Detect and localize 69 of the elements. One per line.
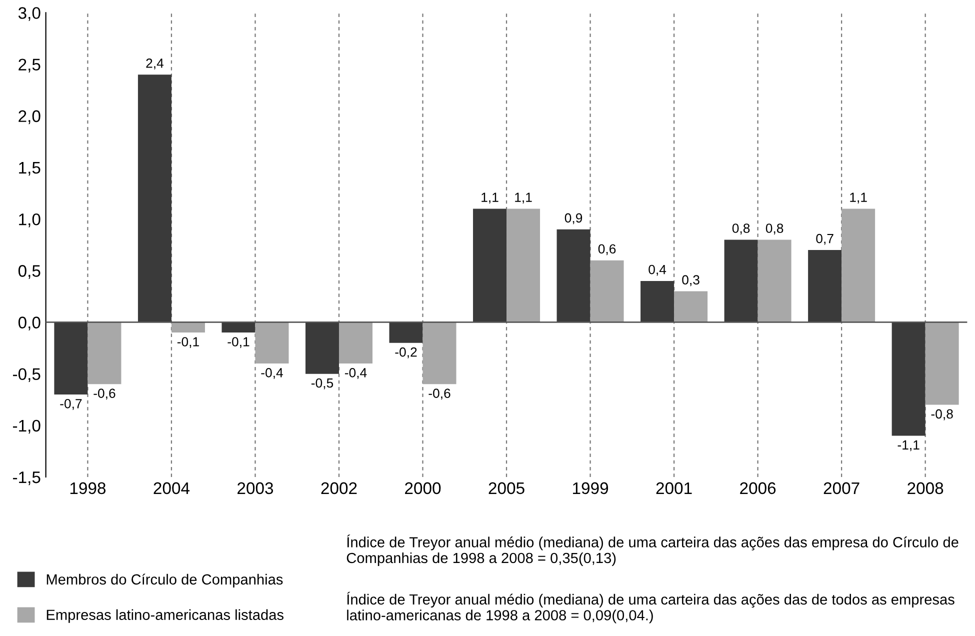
x-tick-label: 2004 xyxy=(154,482,190,494)
bar xyxy=(556,229,590,322)
data-label: 0,7 xyxy=(816,234,834,245)
data-label: 1,1 xyxy=(482,192,498,204)
x-tick-label: 1998 xyxy=(70,482,106,494)
data-label: 0,8 xyxy=(732,224,750,234)
x-tick-label: 2003 xyxy=(238,482,274,494)
text: Índice de Treyor anual médio (mediana) de uma carteira das ações das empresa do Círculo de Companhias de 1998 a 2008 = 0,35(0,13) xyxy=(346,534,958,566)
data-label: -0,1 xyxy=(228,337,250,348)
bar xyxy=(842,208,876,322)
bar xyxy=(674,291,708,322)
y-tick-label: -0,5 xyxy=(12,368,40,382)
data-label: -0,2 xyxy=(395,347,417,358)
bar xyxy=(54,322,88,394)
y-tick-label: 0,0 xyxy=(18,316,40,330)
y-tick-label: 0,5 xyxy=(18,265,40,279)
bar xyxy=(88,322,122,384)
bar xyxy=(389,322,423,343)
bar xyxy=(758,240,792,322)
data-label: -0,6 xyxy=(428,388,450,400)
x-tick-label: 2005 xyxy=(488,482,524,494)
text: Índice de Treyor anual médio (mediana) de uma carteira das ações das de todos as empresas latino-americanas de 1998 a 2008 = 0,09(0,04.) xyxy=(347,592,954,624)
x-tick-label: 2008 xyxy=(908,482,944,494)
bar xyxy=(255,322,289,364)
y-tick-label: 1,0 xyxy=(19,213,40,228)
bar xyxy=(422,322,456,384)
bar xyxy=(138,74,172,322)
x-tick-label: 2002 xyxy=(321,482,357,494)
legend-label: Membros do Círculo de Companhias xyxy=(46,574,283,588)
bar xyxy=(506,208,540,322)
bar xyxy=(222,322,256,333)
x-tick-label: 2000 xyxy=(405,482,441,494)
data-label: -0,4 xyxy=(344,368,367,379)
data-label: -0,6 xyxy=(94,388,116,400)
data-label: 1,1 xyxy=(850,192,867,204)
data-label: 0,8 xyxy=(766,224,784,234)
data-label: -0,8 xyxy=(931,409,953,420)
y-tick-label: -1,0 xyxy=(12,420,40,434)
legend-label: Empresas latino-americanas listadas xyxy=(46,609,284,623)
bar xyxy=(724,240,758,322)
y-tick-label: 2,5 xyxy=(18,58,40,72)
data-label: 0,9 xyxy=(564,213,582,224)
bar xyxy=(590,260,624,322)
data-label: -0,7 xyxy=(60,398,82,410)
bar xyxy=(925,322,959,405)
bar xyxy=(892,322,926,436)
data-label: 2,4 xyxy=(146,58,164,70)
bar xyxy=(171,322,205,333)
y-tick-label: 3,0 xyxy=(18,7,40,21)
y-tick-label: 1,5 xyxy=(19,162,40,176)
bar xyxy=(640,280,674,322)
x-tick-label: 2001 xyxy=(656,482,692,494)
data-label: 1,1 xyxy=(515,192,532,204)
data-label: -0,5 xyxy=(311,378,334,390)
data-label: 0,3 xyxy=(682,275,700,286)
bar xyxy=(305,322,339,374)
x-tick-label: 2007 xyxy=(824,482,860,494)
data-label: 0,4 xyxy=(648,264,666,276)
data-label: -1,1 xyxy=(898,440,920,452)
data-label: -0,4 xyxy=(261,368,283,379)
x-tick-label: 1999 xyxy=(573,482,608,494)
data-label: -0,1 xyxy=(177,337,199,348)
y-tick-label: 2,0 xyxy=(18,110,40,124)
x-tick-label: 2006 xyxy=(740,482,776,494)
bar xyxy=(808,250,842,322)
data-label: 0,6 xyxy=(598,244,616,256)
y-tick-label: -1,5 xyxy=(12,472,40,486)
bar xyxy=(473,208,507,322)
bar xyxy=(338,322,372,364)
